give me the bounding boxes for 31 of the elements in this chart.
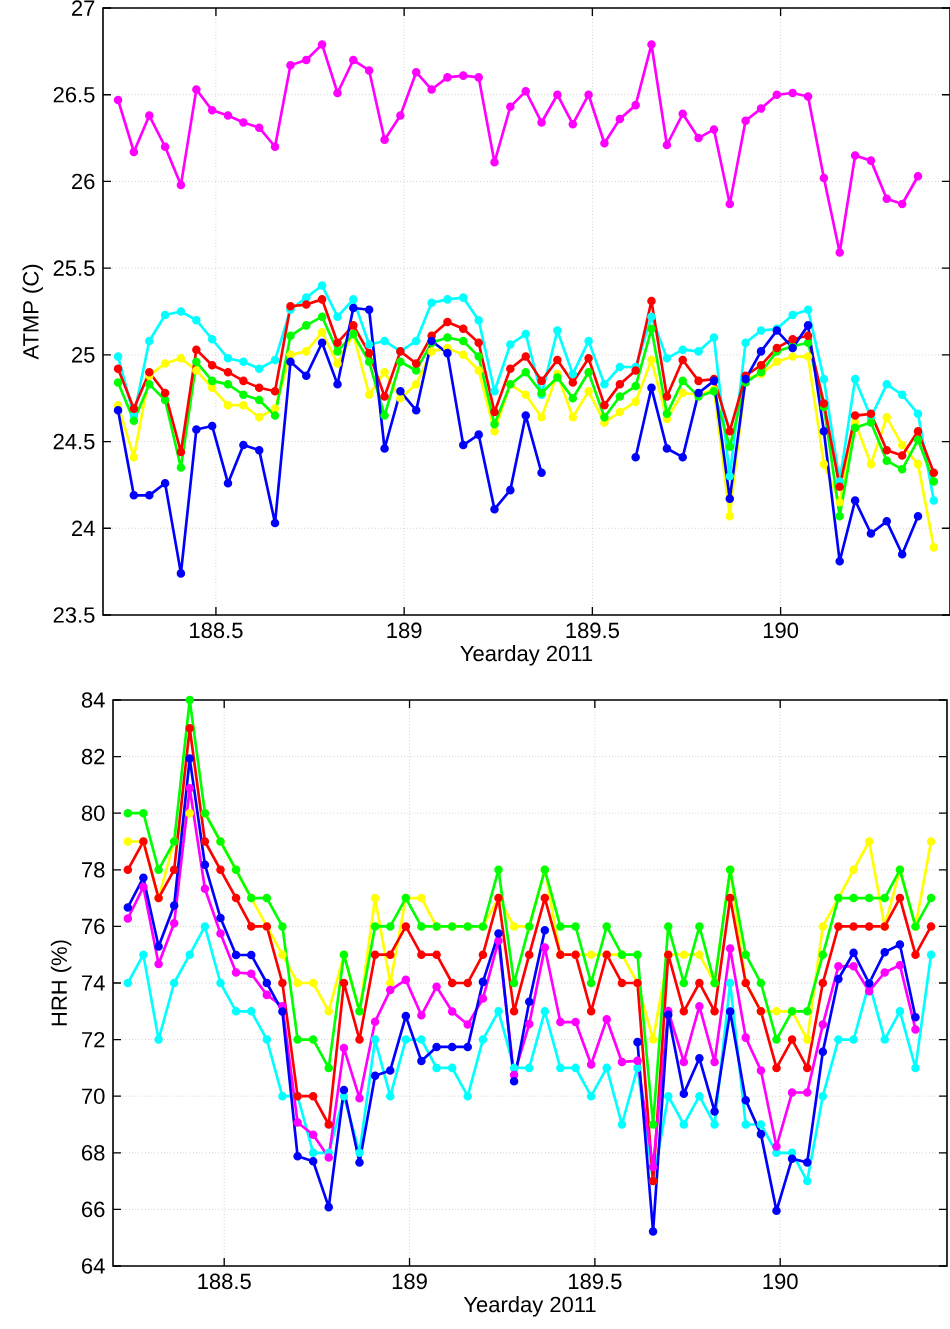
y-tick-label: 84 [81, 692, 105, 708]
x-tick-label: 190 [763, 1273, 798, 1290]
x-tick-label: 188.5 [190, 622, 243, 639]
y-axis-title: ATMP (C) [22, 264, 43, 360]
y-tick-label: 82 [81, 748, 105, 765]
x-tick-label: 190 [763, 622, 799, 639]
x-tick-label: 189 [392, 1273, 427, 1290]
x-tick-label: 188.5 [198, 1273, 251, 1290]
y-tick-label: 25.5 [53, 260, 95, 276]
y-tick-label: 23.5 [53, 607, 95, 623]
y-tick-label: 74 [82, 975, 105, 991]
y-tick-label: 24 [72, 520, 95, 536]
y-tick-label: 78 [82, 862, 105, 878]
y-tick-label: 72 [82, 1031, 105, 1048]
y-tick-label: 80 [81, 805, 105, 821]
x-axis-title: Yearday 2011 [463, 1296, 596, 1317]
y-tick-label: 25 [72, 347, 95, 363]
y-tick-label: 68 [82, 1145, 105, 1161]
y-tick-label: 24.5 [53, 433, 95, 450]
x-tick-label: 189.5 [569, 1273, 622, 1290]
y-tick-label: 64 [82, 1258, 105, 1274]
y-tick-label: 76 [82, 918, 105, 935]
y-axis-title: HRH (%) [50, 940, 72, 1026]
x-tick-label: 189 [387, 622, 422, 639]
y-tick-label: 70 [82, 1088, 105, 1104]
y-tick-label: 66 [82, 1201, 105, 1218]
y-tick-label: 27 [72, 0, 95, 16]
y-tick-label: 26.5 [53, 86, 95, 103]
x-tick-label: 189.5 [566, 622, 619, 639]
y-tick-label: 26 [72, 173, 95, 190]
x-axis-title: Yearday 2011 [460, 645, 593, 666]
